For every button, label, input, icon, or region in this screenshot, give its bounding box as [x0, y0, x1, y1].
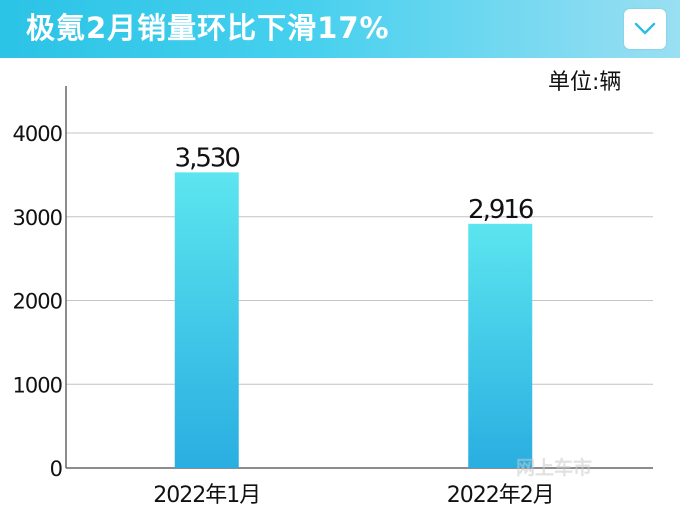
dropdown-button[interactable]: [624, 9, 666, 49]
bar: [468, 223, 533, 468]
header-banner: 极氪2月销量环比下滑17%: [0, 0, 680, 58]
y-tick-label: 0: [50, 457, 62, 481]
y-tick-label: 4000: [13, 122, 62, 146]
y-tick-label: 2000: [13, 290, 62, 314]
bar: [174, 172, 239, 469]
unit-label: 单位:辆: [548, 70, 622, 95]
y-tick-label: 3000: [13, 206, 62, 230]
watermark: 网上车市: [516, 457, 593, 479]
x-tick-label: 2022年2月: [447, 483, 554, 508]
x-tick-label: 2022年1月: [153, 483, 260, 508]
chevron-down-icon: [634, 22, 656, 35]
data-label: 2,916: [468, 195, 533, 225]
data-label: 3,530: [175, 143, 240, 173]
y-tick-label: 1000: [13, 373, 62, 397]
page-title: 极氪2月销量环比下滑17%: [26, 11, 390, 45]
